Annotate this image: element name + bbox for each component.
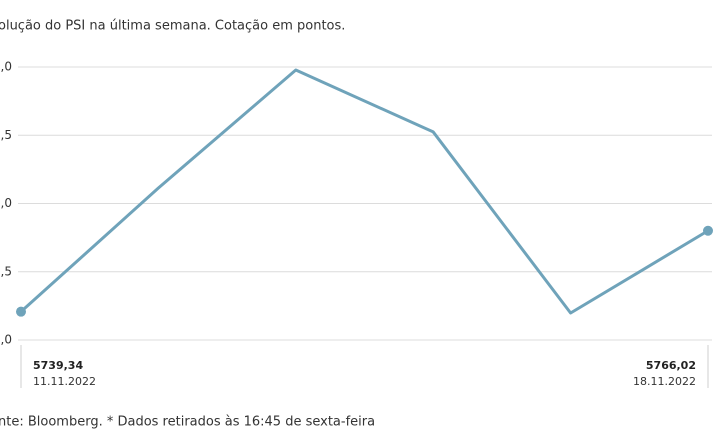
x-tick-label: 18.11.2022 [633,375,696,388]
x-tick-label: 11.11.2022 [33,375,96,388]
y-tick-label: 5,0 [0,196,12,210]
line [19,68,709,315]
y-tick-label: ,0 [1,60,12,74]
y-tick-label: ,0 [1,333,12,347]
y-tick-label: 2,5 [0,264,12,278]
chart-title: olução do PSI na última semana. Cotação … [0,19,345,34]
end-marker [703,225,713,236]
end-marker [16,306,26,317]
value-label: 5766,02 [646,359,696,372]
value-label: 5739,34 [33,359,83,372]
y-tick-label: 7,5 [0,128,12,142]
footer: nte: Bloomberg. * Dados retirados às 16:… [0,415,375,430]
